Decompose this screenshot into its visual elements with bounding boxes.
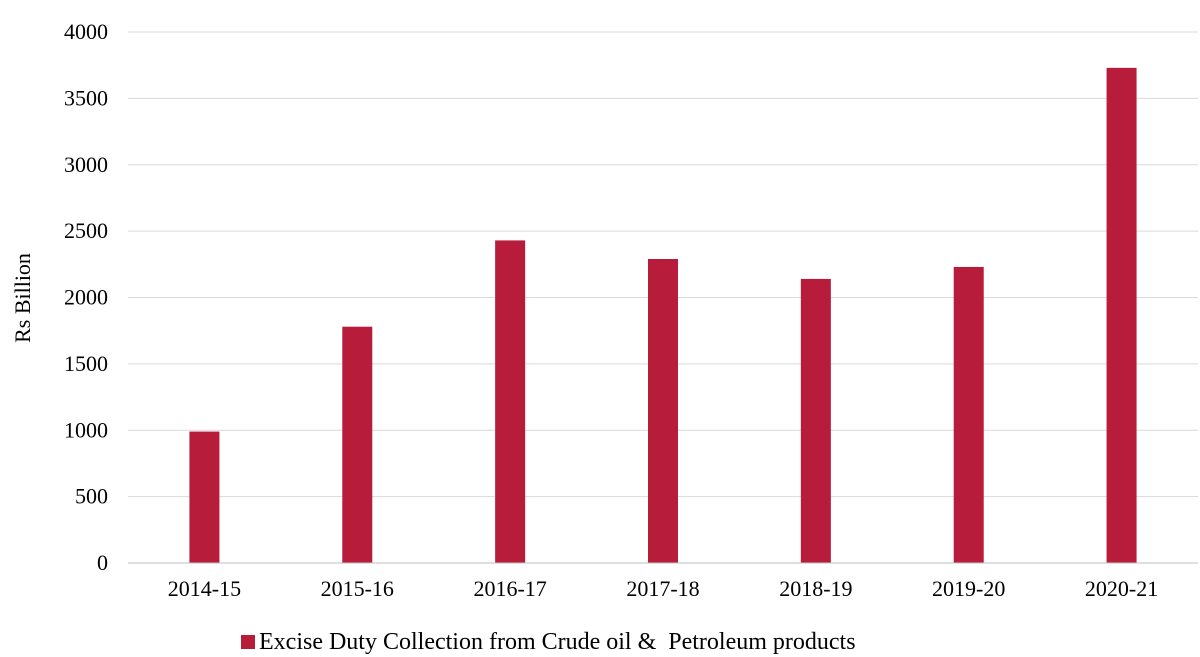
x-tick-label: 2017-18 <box>626 576 699 601</box>
x-tick-label: 2020-21 <box>1085 576 1158 601</box>
y-tick-label: 1500 <box>64 351 108 376</box>
x-tick-label: 2014-15 <box>168 576 241 601</box>
bar-2016-17 <box>495 240 526 564</box>
y-axis-title: Rs Billion <box>10 253 35 343</box>
bars <box>189 67 1137 564</box>
bar-2015-16 <box>342 326 373 563</box>
bar-2014-15 <box>189 431 220 563</box>
y-tick-label: 4000 <box>64 19 108 44</box>
y-tick-label: 500 <box>75 484 108 509</box>
x-tick-label: 2019-20 <box>932 576 1005 601</box>
y-tick-label: 2000 <box>64 285 108 310</box>
x-tick-label: 2015-16 <box>321 576 394 601</box>
legend-label: Excise Duty Collection from Crude oil & … <box>259 629 856 655</box>
legend: Excise Duty Collection from Crude oil & … <box>241 629 856 655</box>
x-tick-label: 2016-17 <box>473 576 546 601</box>
y-tick-label: 3500 <box>64 85 108 110</box>
y-tick-label: 1000 <box>64 417 108 442</box>
y-axis-ticks: 0 500 1000 1500 2000 2500 3000 3500 4000 <box>64 19 108 575</box>
bar-2019-20 <box>953 266 984 563</box>
y-tick-label: 3000 <box>64 152 108 177</box>
y-tick-label: 2500 <box>64 218 108 243</box>
x-tick-label: 2018-19 <box>779 576 852 601</box>
legend-swatch <box>241 635 255 649</box>
bar-2018-19 <box>800 278 831 563</box>
x-axis-ticks: 2014-15 2015-16 2016-17 2017-18 2018-19 2019-… <box>168 576 1158 601</box>
bar-2017-18 <box>648 259 678 563</box>
y-tick-label: 0 <box>97 550 108 575</box>
bar-2020-21 <box>1106 67 1137 563</box>
